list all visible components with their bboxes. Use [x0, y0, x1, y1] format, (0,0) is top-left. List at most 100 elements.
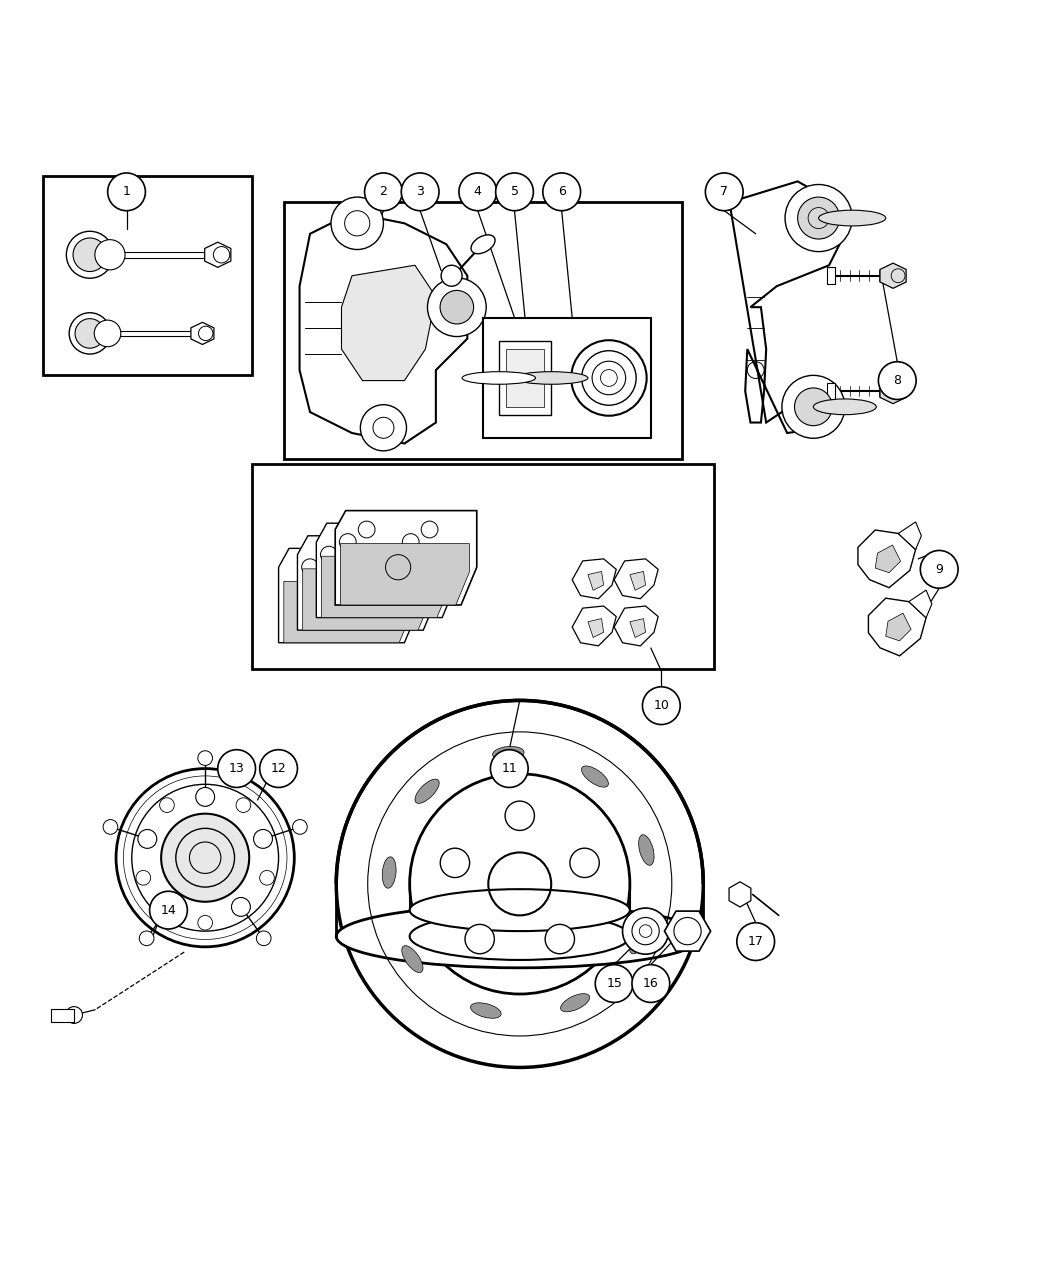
Circle shape: [441, 265, 462, 286]
Text: 2: 2: [379, 185, 387, 199]
Circle shape: [160, 898, 178, 917]
Circle shape: [782, 375, 845, 439]
Polygon shape: [858, 530, 916, 588]
Polygon shape: [899, 521, 922, 550]
Circle shape: [149, 891, 187, 929]
Circle shape: [545, 924, 574, 954]
Polygon shape: [665, 931, 688, 951]
Polygon shape: [588, 618, 604, 638]
Ellipse shape: [638, 835, 654, 866]
Polygon shape: [297, 536, 439, 630]
Text: 14: 14: [161, 904, 176, 917]
Text: 4: 4: [474, 185, 482, 199]
Circle shape: [490, 750, 528, 788]
Polygon shape: [630, 571, 646, 590]
Circle shape: [293, 820, 308, 834]
Circle shape: [108, 173, 145, 210]
Circle shape: [231, 898, 250, 917]
Polygon shape: [302, 569, 432, 630]
Polygon shape: [588, 571, 604, 590]
Bar: [483, 317, 651, 439]
Circle shape: [798, 198, 840, 238]
Circle shape: [360, 404, 406, 451]
Ellipse shape: [410, 913, 630, 960]
Polygon shape: [868, 598, 926, 655]
Circle shape: [921, 551, 958, 588]
Ellipse shape: [819, 210, 886, 226]
Circle shape: [496, 173, 533, 210]
Circle shape: [66, 231, 113, 278]
Text: 16: 16: [643, 977, 658, 991]
Circle shape: [571, 340, 647, 416]
Polygon shape: [880, 263, 906, 288]
Ellipse shape: [630, 924, 648, 954]
Polygon shape: [876, 544, 901, 572]
Text: 8: 8: [894, 374, 901, 388]
Circle shape: [706, 173, 743, 210]
Text: 1: 1: [123, 185, 130, 199]
Polygon shape: [191, 323, 214, 344]
Polygon shape: [299, 213, 467, 444]
Circle shape: [66, 1006, 83, 1024]
Text: 6: 6: [558, 185, 566, 199]
Polygon shape: [614, 606, 658, 646]
Polygon shape: [572, 558, 616, 599]
Circle shape: [440, 291, 474, 324]
Circle shape: [465, 924, 495, 954]
Polygon shape: [676, 931, 699, 951]
Polygon shape: [335, 510, 477, 606]
Ellipse shape: [336, 905, 704, 968]
Polygon shape: [729, 882, 751, 907]
Circle shape: [140, 931, 154, 946]
Circle shape: [217, 750, 255, 788]
Bar: [120, 330, 203, 337]
Circle shape: [364, 173, 402, 210]
Text: 12: 12: [271, 762, 287, 775]
Text: 13: 13: [229, 762, 245, 775]
Text: 5: 5: [510, 185, 519, 199]
Polygon shape: [880, 379, 906, 404]
Bar: [506, 348, 544, 407]
Circle shape: [623, 908, 669, 954]
Polygon shape: [688, 912, 711, 931]
Circle shape: [570, 848, 600, 877]
Polygon shape: [614, 558, 658, 599]
Circle shape: [103, 820, 118, 834]
Bar: [51, 1009, 75, 1023]
Circle shape: [595, 965, 633, 1002]
Circle shape: [75, 319, 105, 348]
Text: 15: 15: [606, 977, 622, 991]
Text: 3: 3: [416, 185, 424, 199]
Ellipse shape: [402, 946, 423, 973]
Polygon shape: [886, 613, 911, 641]
Bar: [124, 251, 217, 258]
Circle shape: [737, 923, 775, 960]
Bar: [827, 268, 836, 284]
Polygon shape: [730, 181, 845, 434]
Polygon shape: [321, 556, 450, 617]
Circle shape: [336, 700, 704, 1067]
Circle shape: [254, 830, 272, 848]
Ellipse shape: [410, 889, 630, 931]
Circle shape: [256, 931, 271, 946]
Circle shape: [785, 185, 853, 251]
Bar: [252, 464, 714, 669]
Ellipse shape: [514, 372, 588, 384]
Circle shape: [401, 173, 439, 210]
Circle shape: [161, 813, 249, 901]
Ellipse shape: [814, 399, 877, 414]
Circle shape: [410, 774, 630, 994]
Circle shape: [427, 278, 486, 337]
Circle shape: [94, 320, 121, 347]
Polygon shape: [676, 912, 699, 931]
Ellipse shape: [415, 779, 439, 803]
Ellipse shape: [582, 766, 608, 787]
Circle shape: [440, 848, 469, 877]
Polygon shape: [665, 912, 711, 951]
Text: 11: 11: [502, 762, 518, 775]
Ellipse shape: [492, 746, 524, 760]
Circle shape: [94, 240, 125, 270]
Text: 10: 10: [653, 699, 669, 713]
Polygon shape: [909, 590, 931, 618]
Polygon shape: [341, 265, 436, 381]
